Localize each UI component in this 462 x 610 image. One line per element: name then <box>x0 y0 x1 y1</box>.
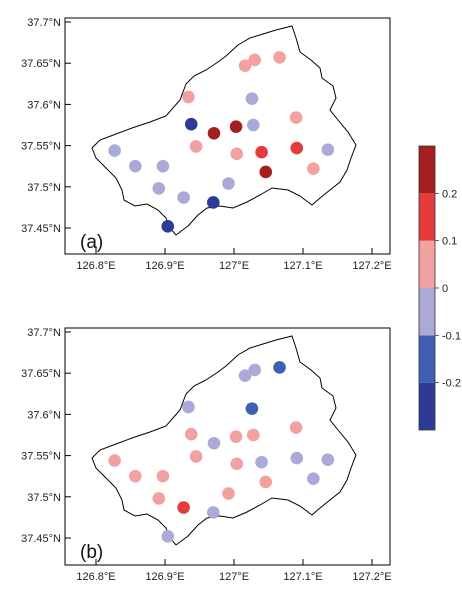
station-marker <box>152 182 166 195</box>
station-marker <box>108 454 121 467</box>
station-marker <box>247 428 260 442</box>
station-marker <box>289 111 303 124</box>
colorbar-label: -0.1 <box>442 330 461 342</box>
station-marker <box>222 487 235 500</box>
station-marker <box>222 177 235 190</box>
station-marker <box>152 492 166 505</box>
y-tick-label: 37.55°N <box>21 451 61 463</box>
colorbar-label: -0.2 <box>442 378 461 390</box>
y-tick-label: 37.65°N <box>21 368 61 380</box>
station-marker <box>273 51 286 64</box>
station-markers <box>108 361 335 543</box>
y-tick-label: 37.5°N <box>27 182 61 194</box>
colorbar-bin <box>419 193 435 241</box>
x-axis-ticks: 126.8°E 126.9°E 127°E 127.1°E 127.2°E <box>76 248 392 272</box>
colorbar-bin <box>419 240 435 288</box>
colorbar-label: 0 <box>442 283 448 295</box>
station-marker <box>230 147 244 161</box>
station-marker <box>207 506 220 519</box>
station-marker <box>273 361 286 374</box>
station-marker <box>129 469 142 483</box>
station-marker <box>207 126 221 140</box>
station-marker <box>161 220 175 233</box>
y-axis-ticks: 37.45°N 37.5°N 37.55°N 37.6°N 37.65°N 37.7°N <box>21 327 71 545</box>
station-marker <box>238 59 252 72</box>
colorbar-bin <box>419 146 435 194</box>
station-marker <box>255 145 268 159</box>
panel-label: (a) <box>80 232 103 253</box>
y-tick-label: 37.55°N <box>21 141 61 153</box>
x-axis-ticks: 126.8°E 126.9°E 127°E 127.1°E 127.2°E <box>76 559 392 583</box>
station-marker <box>290 141 304 155</box>
station-marker <box>182 400 195 414</box>
station-marker <box>177 501 190 514</box>
station-marker <box>321 453 335 467</box>
station-marker <box>156 159 170 173</box>
station-marker <box>245 92 259 105</box>
y-axis-ticks: 37.45°N 37.5°N 37.55°N 37.6°N 37.65°N 37.7°N <box>21 17 71 235</box>
x-tick-label: 126.9°E <box>145 571 184 583</box>
station-marker <box>289 421 303 434</box>
station-marker <box>189 140 203 153</box>
station-marker <box>321 143 335 157</box>
x-tick-label: 126.8°E <box>76 571 115 583</box>
station-marker <box>177 191 190 204</box>
colorbar-bin <box>419 382 435 430</box>
station-markers <box>108 51 335 233</box>
station-marker <box>307 472 320 485</box>
station-marker <box>108 144 121 157</box>
station-marker <box>248 53 261 67</box>
x-tick-label: 127.1°E <box>283 260 322 272</box>
colorbar-label: 0.1 <box>442 236 457 248</box>
x-tick-label: 127°E <box>219 260 249 272</box>
station-marker <box>255 455 268 469</box>
panel-label: (b) <box>80 542 103 563</box>
colorbar-bin <box>419 288 435 336</box>
station-marker <box>259 165 273 179</box>
x-tick-label: 126.8°E <box>76 260 115 272</box>
station-marker <box>245 402 259 415</box>
station-marker <box>184 427 198 441</box>
y-tick-label: 37.7°N <box>27 327 61 339</box>
y-tick-label: 37.45°N <box>21 223 61 235</box>
y-tick-label: 37.65°N <box>21 58 61 70</box>
station-marker <box>307 162 320 175</box>
station-marker <box>238 369 252 382</box>
y-tick-label: 37.6°N <box>27 409 61 421</box>
y-tick-label: 37.6°N <box>27 99 61 111</box>
station-marker <box>161 530 175 543</box>
station-marker <box>189 450 203 463</box>
x-tick-label: 126.9°E <box>145 260 184 272</box>
station-marker <box>229 120 243 133</box>
y-tick-label: 37.7°N <box>27 17 61 29</box>
x-tick-label: 127°E <box>219 571 249 583</box>
colorbar: -0.2 -0.1 0 0.1 0.2 <box>418 145 461 431</box>
colorbar-bin <box>419 335 435 383</box>
station-marker <box>184 117 198 131</box>
station-marker <box>247 118 260 132</box>
station-marker <box>229 430 243 443</box>
x-tick-label: 127.2°E <box>352 260 391 272</box>
y-tick-label: 37.45°N <box>21 533 61 545</box>
x-tick-label: 127.1°E <box>283 571 322 583</box>
station-marker <box>129 159 142 173</box>
station-marker <box>230 457 244 471</box>
station-marker <box>207 196 220 209</box>
station-marker <box>290 451 304 465</box>
station-marker <box>182 90 195 104</box>
colorbar-label: 0.2 <box>442 188 457 200</box>
station-marker <box>259 475 273 489</box>
map-panel-a: 126.8°E 126.9°E 127°E 127.1°E 127.2°E 37.45°… <box>21 17 392 272</box>
station-marker <box>207 436 221 450</box>
colorbar-labels: -0.2 -0.1 0 0.1 0.2 <box>435 188 461 390</box>
x-tick-label: 127.2°E <box>352 571 391 583</box>
y-tick-label: 37.5°N <box>27 492 61 504</box>
station-marker <box>156 469 170 483</box>
station-marker <box>248 363 261 377</box>
colorbar-bins <box>418 145 436 431</box>
map-panel-b: 126.8°E 126.9°E 127°E 127.1°E 127.2°E 37.45°… <box>21 327 392 583</box>
